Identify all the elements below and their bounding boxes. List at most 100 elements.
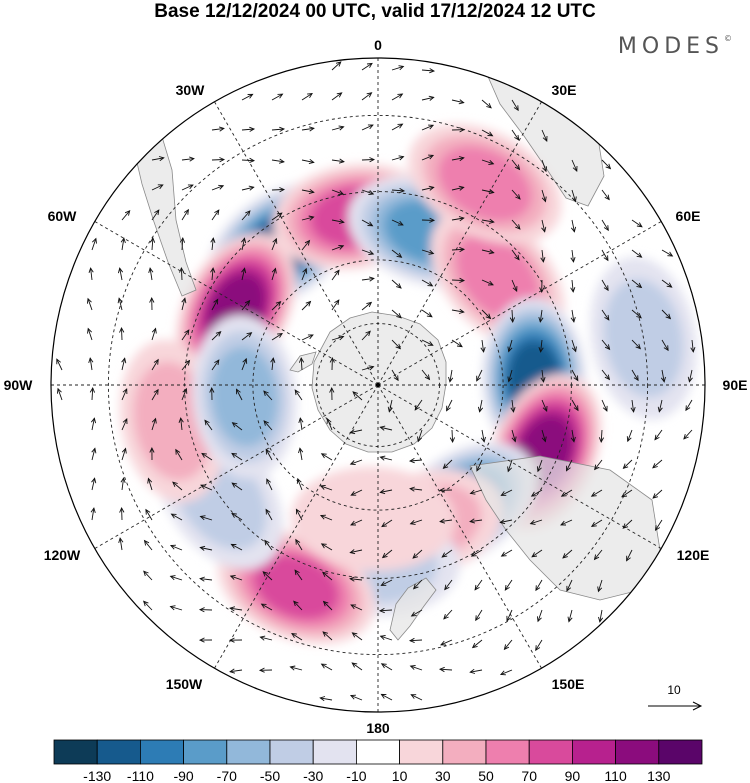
wind-vector-shaft: [301, 189, 314, 193]
wind-vector-shaft: [380, 635, 393, 641]
wind-vector-shaft: [263, 390, 273, 401]
wind-vector-head: [469, 668, 476, 674]
wind-vector-head: [459, 277, 466, 284]
wind-vector-shaft: [511, 429, 516, 442]
wind-vector-shaft: [350, 519, 363, 526]
wind-vector-head: [604, 314, 610, 321]
antarctica-land: [311, 311, 447, 453]
colorbar-swatch: [139, 739, 184, 765]
wind-vector-shaft: [411, 694, 423, 701]
wind-vector-shaft: [421, 186, 434, 191]
wind-vector-shaft: [200, 547, 213, 551]
wind-vector-head: [409, 519, 416, 525]
wind-vector-head: [380, 581, 387, 586]
colorbar-swatch: [96, 739, 141, 765]
wind-vector-shaft: [481, 339, 485, 352]
wind-vector-head: [410, 611, 417, 617]
wind-vector-shaft: [181, 329, 190, 341]
wind-vector-shaft: [444, 579, 453, 590]
wind-vector-shaft: [531, 489, 543, 497]
wind-vector-head: [598, 437, 604, 444]
reference-vector-label: 10: [667, 683, 681, 697]
wind-vector-shaft: [121, 238, 125, 251]
wind-vector-head: [417, 436, 423, 443]
wind-vector-head: [690, 347, 696, 353]
wind-vector-shaft: [409, 459, 423, 462]
wind-vector-shaft: [661, 309, 671, 319]
wind-vector-head: [594, 464, 600, 471]
wind-vector-shaft: [331, 299, 340, 311]
wind-vector-shaft: [382, 549, 393, 558]
wind-vector-shaft: [350, 578, 363, 581]
wind-vector-shaft: [351, 489, 363, 496]
wind-vector-shaft: [264, 540, 273, 551]
wind-vector-head: [458, 156, 465, 162]
wind-vector-shaft: [147, 478, 153, 491]
wind-vector-head: [504, 584, 510, 591]
wind-vector-head: [214, 359, 220, 366]
wind-vector-head: [322, 631, 329, 637]
wind-vector-shaft: [331, 336, 344, 341]
wind-vector-head: [276, 212, 283, 218]
wind-vector-shaft: [530, 519, 543, 525]
wind-vector-head: [182, 387, 188, 394]
lon-label-0: 0: [374, 37, 382, 53]
wind-vector-head: [305, 300, 312, 307]
wind-vector-head: [604, 344, 611, 351]
wind-vector-shaft: [380, 426, 393, 431]
wind-vector-shaft: [391, 123, 403, 131]
wind-vector-head: [458, 216, 465, 222]
wind-vector-shaft: [504, 579, 513, 591]
wind-vector-head: [542, 166, 548, 173]
wind-vector-head: [560, 491, 567, 497]
anomaly-level: [211, 347, 278, 447]
wind-vector-head: [118, 537, 124, 544]
lon-label-90e: 90E: [723, 377, 748, 393]
wind-vector-head: [170, 513, 177, 519]
wind-vector-shaft: [571, 249, 574, 262]
wind-vector-shaft: [511, 219, 521, 230]
wind-vector-head: [56, 358, 61, 365]
wind-vector-shaft: [232, 422, 243, 431]
wind-vector-head: [443, 613, 449, 620]
wind-vector-head: [379, 489, 386, 495]
wind-vector-head: [408, 637, 415, 644]
colorbar-swatch: [485, 739, 530, 765]
wind-vector-head: [442, 463, 449, 470]
wind-vector-head: [265, 448, 271, 455]
wind-vector-head: [622, 523, 629, 529]
wind-vector-head: [204, 419, 210, 426]
wind-vector-shaft: [683, 429, 693, 440]
colorbar-swatch: [658, 739, 703, 765]
wind-vector-head: [529, 519, 536, 525]
wind-vector-shaft: [299, 418, 303, 431]
wind-vector-head: [488, 189, 495, 195]
anomaly-field: [120, 123, 697, 645]
wind-vector-head: [295, 508, 301, 515]
wind-vector-shaft: [320, 515, 333, 521]
wind-vector-shaft: [391, 249, 402, 258]
wind-vector-shaft: [181, 388, 187, 401]
wind-vector-shaft: [451, 217, 464, 221]
wind-vector-head: [172, 481, 178, 487]
wind-vector-head: [241, 267, 247, 274]
lon-label-90w: 90W: [4, 377, 34, 393]
wind-vector-shaft: [591, 519, 603, 527]
wind-vector-shaft: [470, 669, 483, 673]
wind-vector-shaft: [601, 399, 608, 412]
colorbar-swatch: [572, 739, 617, 765]
wind-vector-head: [507, 376, 513, 383]
wind-vector-shaft: [91, 387, 94, 401]
wind-vector-shaft: [361, 92, 372, 101]
wind-vector-shaft: [87, 298, 93, 311]
wind-vector-head: [259, 635, 266, 641]
wind-vector-shaft: [540, 339, 543, 352]
wind-vector-head: [148, 267, 154, 274]
wind-vector-shaft: [121, 388, 128, 401]
wind-vector-shaft: [294, 389, 303, 401]
wind-vector-head: [438, 487, 445, 493]
wind-vector-head: [535, 585, 541, 592]
wind-vector-head: [320, 663, 327, 669]
wind-vector-shaft: [321, 453, 333, 461]
